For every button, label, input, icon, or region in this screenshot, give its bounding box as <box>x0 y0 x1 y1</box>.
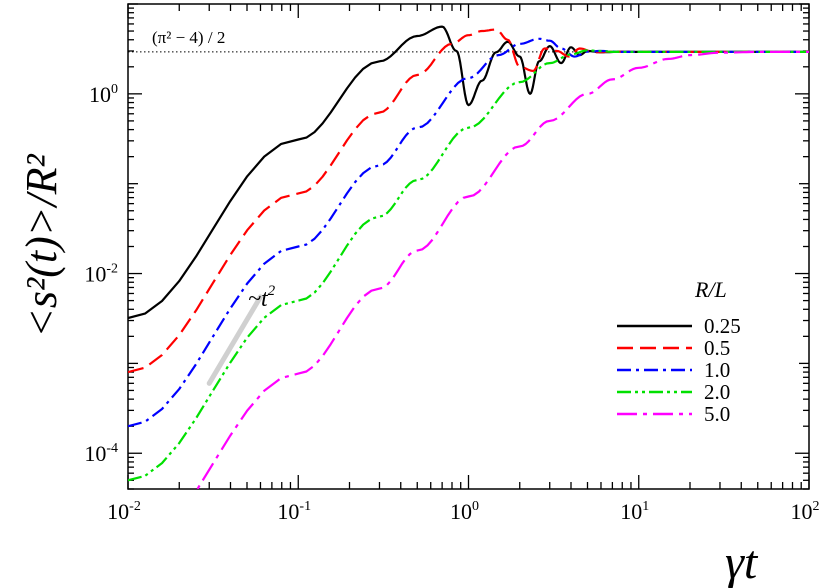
legend-label-0.25: 0.25 <box>704 314 741 338</box>
plot-area <box>128 25 809 489</box>
y-axis-title: <s²(t)>/R² <box>17 153 66 337</box>
legend: 0.250.51.02.05.0 <box>617 314 741 426</box>
tick-labels: 10-2 10-1 100 101 102 10-4 10-2 100 <box>84 82 819 524</box>
series-line-5.0 <box>196 50 809 489</box>
series-line-1.0 <box>128 37 809 428</box>
y-tick-label: 10-4 <box>84 441 118 466</box>
legend-title: R/L <box>694 277 727 302</box>
scaling-annotation: ~t2 <box>248 283 276 312</box>
x-tick-label: 10-1 <box>277 499 311 524</box>
legend-label-2.0: 2.0 <box>704 380 730 404</box>
legend-label-5.0: 5.0 <box>704 402 730 426</box>
legend-label-1.0: 1.0 <box>704 358 730 382</box>
x-tick-label: 101 <box>620 499 649 524</box>
ticks <box>127 3 810 490</box>
x-axis-title: γt <box>725 536 759 588</box>
y-tick-label: 10-2 <box>84 262 118 287</box>
x-tick-label: 100 <box>450 499 479 524</box>
y-tick-label: 100 <box>89 82 118 107</box>
scaling-annotation-exp: 2 <box>268 283 276 299</box>
scaling-annotation-base: ~t <box>248 286 269 312</box>
reference-line-label: (π² − 4) / 2 <box>152 28 225 47</box>
legend-label-0.5: 0.5 <box>704 336 730 360</box>
x-tick-label: 102 <box>791 499 820 524</box>
series-group <box>128 25 809 489</box>
scaling-guide-line <box>206 294 263 386</box>
series-line-0.25 <box>128 25 809 320</box>
x-tick-label: 10-2 <box>107 499 141 524</box>
